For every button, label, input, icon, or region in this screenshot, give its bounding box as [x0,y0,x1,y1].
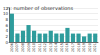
svg-text:2009: 2009 [27,43,31,52]
svg-text:2018: 2018 [77,43,81,52]
svg-text:12: 12 [3,5,9,11]
svg-text:10: 10 [3,11,9,16]
svg-text:4: 4 [6,28,9,33]
svg-text:n: number of observations: n: number of observations [7,5,74,11]
svg-text:2019: 2019 [82,43,86,52]
svg-text:2007: 2007 [15,43,19,52]
svg-text:8: 8 [6,17,9,22]
svg-text:2010: 2010 [32,43,36,52]
svg-text:2013: 2013 [49,43,53,52]
svg-text:2016: 2016 [65,43,69,52]
svg-text:2006: 2006 [10,43,14,52]
svg-text:2015: 2015 [60,43,64,52]
svg-text:2008: 2008 [21,43,25,52]
svg-text:2: 2 [6,34,9,39]
svg-text:2011: 2011 [38,43,42,52]
svg-text:2021: 2021 [93,43,97,52]
svg-text:2020: 2020 [88,43,92,52]
svg-text:2012: 2012 [43,43,47,52]
svg-text:2017: 2017 [71,43,75,52]
svg-text:0: 0 [6,40,9,45]
svg-text:2014: 2014 [54,42,58,52]
svg-text:6: 6 [6,23,9,28]
